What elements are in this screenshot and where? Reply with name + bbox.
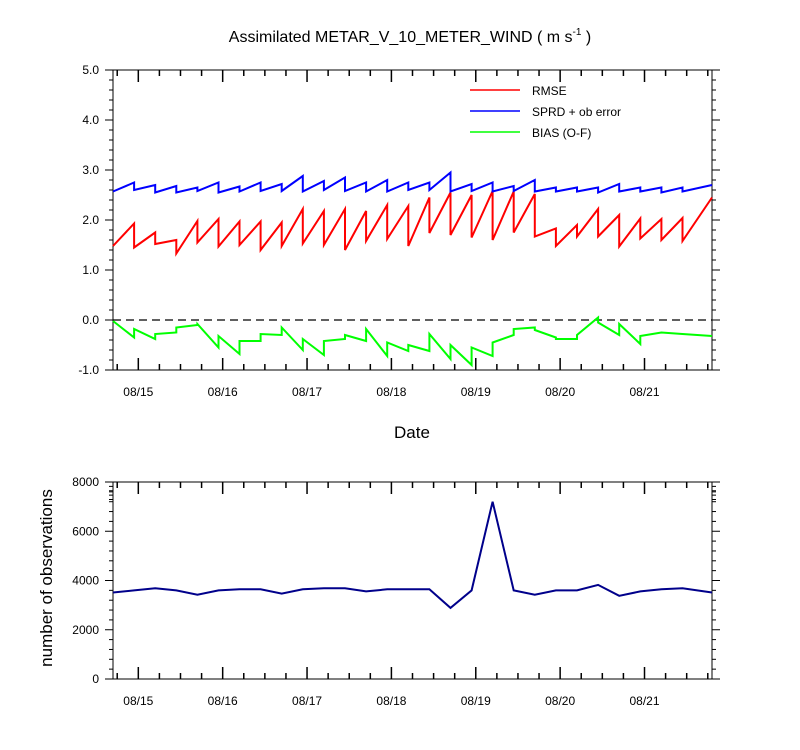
top-x-tick-label: 08/18 xyxy=(376,385,406,399)
bottom-series-lines xyxy=(112,501,713,610)
top-y-tick-label: 2.0 xyxy=(82,213,99,227)
top-y-tick-label: 1.0 xyxy=(82,263,99,277)
bot-y-tick-label: 6000 xyxy=(72,524,99,538)
bottom-plot-frame xyxy=(112,481,713,680)
top-x-tick-label: 08/19 xyxy=(461,385,491,399)
top-y-tick-label: 4.0 xyxy=(82,113,99,127)
chart-title-unit-superscript: -1 xyxy=(573,27,582,38)
bot-x-tick-label: 08/21 xyxy=(629,694,659,708)
chart-title-main: Assimilated METAR_V_10_METER_WIND ( m s xyxy=(229,29,573,46)
bot-y-tick-label: 8000 xyxy=(72,475,99,489)
top-plot-ticks xyxy=(105,69,720,371)
top-x-tick-label: 08/17 xyxy=(292,385,322,399)
bot-x-tick-label: 08/16 xyxy=(208,694,238,708)
bottom-plot-ticks xyxy=(105,481,720,680)
series-line-observations xyxy=(112,501,713,610)
bot-x-tick-label: 08/15 xyxy=(123,694,153,708)
legend: RMSE SPRD + ob error BIAS (O-F) xyxy=(470,84,621,140)
legend-label-bias: BIAS (O-F) xyxy=(532,126,591,140)
top-x-tick-label: 08/16 xyxy=(208,385,238,399)
chart-title-close: ) xyxy=(581,29,591,46)
top-x-tick-label: 08/15 xyxy=(123,385,153,399)
legend-label-sprd: SPRD + ob error xyxy=(532,105,621,119)
chart-title: Assimilated METAR_V_10_METER_WIND ( m s-… xyxy=(229,27,591,46)
bottom-x-tick-labels: 08/15 08/16 08/17 08/18 08/19 08/20 08/21 xyxy=(123,694,660,708)
top-plot-frame xyxy=(112,69,713,371)
top-y-tick-labels: -1.0 0.0 1.0 2.0 3.0 4.0 5.0 xyxy=(78,63,99,377)
top-x-tick-label: 08/20 xyxy=(545,385,575,399)
top-x-tick-label: 08/21 xyxy=(629,385,659,399)
bot-y-tick-label: 4000 xyxy=(72,574,99,588)
legend-label-rmse: RMSE xyxy=(532,84,567,98)
top-series-lines xyxy=(112,170,713,368)
y-axis-title-observations: number of observations xyxy=(37,489,56,667)
bottom-y-tick-labels: 0 2000 4000 6000 8000 xyxy=(72,475,99,686)
bot-x-tick-label: 08/18 xyxy=(376,694,406,708)
series-line-sprd xyxy=(112,170,713,194)
bot-x-tick-label: 08/20 xyxy=(545,694,575,708)
top-y-tick-label: -1.0 xyxy=(78,363,99,377)
bot-y-tick-label: 0 xyxy=(92,672,99,686)
top-x-tick-labels: 08/15 08/16 08/17 08/18 08/19 08/20 08/21 xyxy=(123,385,660,399)
series-line-bias xyxy=(112,315,713,368)
bot-x-tick-label: 08/17 xyxy=(292,694,322,708)
bot-x-tick-label: 08/19 xyxy=(461,694,491,708)
series-line-rmse xyxy=(112,190,713,257)
bot-y-tick-label: 2000 xyxy=(72,623,99,637)
top-y-tick-label: 0.0 xyxy=(82,313,99,327)
top-y-tick-label: 3.0 xyxy=(82,163,99,177)
x-axis-title: Date xyxy=(394,423,430,442)
top-y-tick-label: 5.0 xyxy=(82,63,99,77)
